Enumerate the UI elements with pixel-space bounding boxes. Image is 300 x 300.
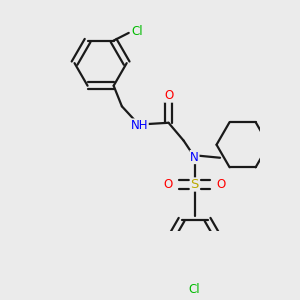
- Text: Cl: Cl: [131, 25, 143, 38]
- Text: O: O: [163, 178, 172, 191]
- Text: O: O: [217, 178, 226, 191]
- Text: S: S: [190, 178, 199, 191]
- Text: NH: NH: [131, 119, 148, 132]
- Text: Cl: Cl: [189, 284, 200, 296]
- Text: O: O: [164, 89, 173, 102]
- Text: N: N: [190, 151, 199, 164]
